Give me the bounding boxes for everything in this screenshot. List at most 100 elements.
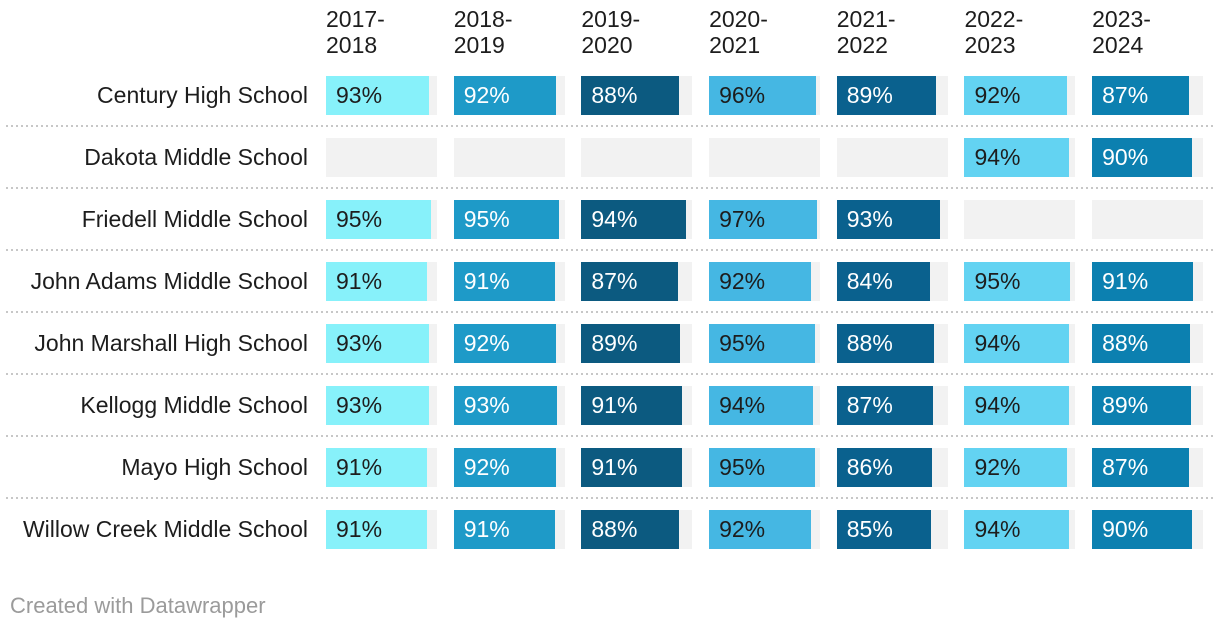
value-cell: 96% — [709, 75, 821, 115]
value-label: 92% — [719, 515, 766, 542]
value-bar: 91% — [326, 509, 427, 549]
value-cell: 91% — [581, 447, 693, 487]
value-label: 91% — [336, 267, 383, 294]
value-bar: 84% — [836, 261, 930, 301]
value-label: 94% — [974, 391, 1021, 418]
value-bar: 93% — [326, 75, 430, 115]
value-bar: 85% — [836, 509, 932, 549]
value-label: 89% — [1102, 391, 1149, 418]
value-bar: 92% — [964, 447, 1067, 487]
value-bar: 91% — [453, 261, 555, 301]
value-label: 95% — [719, 453, 766, 480]
value-cell-wrapper — [453, 137, 582, 177]
value-bar: 91% — [581, 385, 683, 425]
column-header: 2022- 2023 — [964, 6, 1024, 58]
value-bar: 94% — [964, 323, 1069, 363]
value-cell-wrapper: 91% — [326, 261, 454, 301]
table-row: Century High School 93% 92% 88% 96% 89% 92% 87% — [0, 64, 1220, 126]
value-cell: 97% — [709, 199, 821, 239]
value-label: 94% — [974, 143, 1021, 170]
empty-value-cell — [581, 137, 693, 177]
value-bar: 92% — [453, 75, 556, 115]
value-cell-wrapper — [1092, 199, 1220, 239]
value-cell: 87% — [836, 385, 948, 425]
value-cell: 92% — [964, 75, 1076, 115]
row-label-school: John Adams Middle School — [30, 267, 308, 294]
value-cell: 95% — [453, 199, 565, 239]
value-label: 94% — [719, 391, 766, 418]
value-cell: 94% — [964, 509, 1076, 549]
value-label: 91% — [463, 267, 510, 294]
value-cell-wrapper: 91% — [581, 447, 709, 487]
value-bar: 95% — [709, 447, 815, 487]
value-label: 96% — [719, 81, 766, 108]
header-row: 2017- 2018 2018- 2019 2019- 2020 2020- 2021 2021… — [0, 0, 1220, 64]
value-cell-wrapper: 93% — [453, 385, 582, 425]
value-cell-wrapper: 92% — [453, 75, 582, 115]
value-label: 86% — [846, 453, 893, 480]
value-cell-wrapper: 85% — [836, 509, 965, 549]
value-cell-wrapper: 92% — [709, 261, 837, 301]
value-cell: 95% — [964, 261, 1076, 301]
value-bar: 88% — [836, 323, 935, 363]
column-header: 2019- 2020 — [581, 6, 641, 58]
value-cell-wrapper: 94% — [964, 137, 1092, 177]
value-label: 95% — [974, 267, 1021, 294]
value-cell-wrapper: 91% — [1092, 261, 1220, 301]
value-cell: 91% — [1092, 261, 1204, 301]
value-cell-wrapper: 94% — [964, 323, 1092, 363]
value-bar: 93% — [453, 385, 557, 425]
value-cell: 91% — [326, 261, 437, 301]
empty-value-cell — [964, 199, 1076, 239]
value-label: 93% — [336, 329, 383, 356]
value-label: 90% — [1102, 515, 1149, 542]
value-cell-wrapper: 90% — [1092, 509, 1220, 549]
value-cell: 92% — [453, 323, 565, 363]
value-bar: 91% — [326, 261, 427, 301]
value-label: 90% — [1102, 143, 1149, 170]
value-bar: 92% — [453, 447, 556, 487]
table-row: Mayo High School 91% 92% 91% 95% 86% 92% 87% — [0, 435, 1220, 498]
value-label: 92% — [974, 453, 1021, 480]
value-cell-wrapper: 88% — [581, 75, 709, 115]
value-cell-wrapper — [709, 137, 837, 177]
table-row: John Adams Middle School 91% 91% 87% 92% 84% 9… — [0, 249, 1220, 312]
value-cell: 93% — [326, 323, 437, 363]
table-row: Kellogg Middle School 93% 93% 91% 94% 87% 94% 8… — [0, 373, 1220, 436]
value-cell-wrapper: 94% — [709, 385, 837, 425]
value-bar: 94% — [964, 385, 1069, 425]
row-label-school: Dakota Middle School — [84, 143, 308, 170]
value-label: 87% — [846, 391, 893, 418]
value-bar: 91% — [581, 447, 683, 487]
value-bar: 92% — [709, 509, 812, 549]
value-label: 88% — [1102, 329, 1149, 356]
value-cell-wrapper: 96% — [709, 75, 837, 115]
value-cell-wrapper: 89% — [1092, 385, 1220, 425]
row-label-school: John Marshall High School — [34, 329, 308, 356]
empty-value-cell — [326, 137, 437, 177]
value-cell: 91% — [453, 261, 565, 301]
value-bar: 88% — [1092, 323, 1190, 363]
value-label: 93% — [846, 205, 893, 232]
value-bar: 91% — [1092, 261, 1194, 301]
value-cell: 92% — [709, 261, 821, 301]
value-label: 94% — [591, 205, 638, 232]
value-label: 89% — [591, 329, 638, 356]
value-label: 87% — [1102, 453, 1149, 480]
column-header: 2018- 2019 — [453, 6, 513, 58]
value-label: 93% — [336, 391, 383, 418]
value-cell: 95% — [326, 199, 437, 239]
value-cell: 93% — [453, 385, 565, 425]
value-bar: 95% — [709, 323, 815, 363]
value-cell: 92% — [453, 447, 565, 487]
value-cell-wrapper: 91% — [326, 509, 454, 549]
value-cell-wrapper: 88% — [581, 509, 709, 549]
value-bar: 95% — [453, 199, 560, 239]
value-cell: 94% — [581, 199, 693, 239]
value-bar: 87% — [836, 385, 934, 425]
table-body: Century High School 93% 92% 88% 96% 89% 92% 87%… — [0, 64, 1220, 560]
value-cell-wrapper: 87% — [1092, 447, 1220, 487]
value-cell: 93% — [326, 75, 437, 115]
datawrapper-attribution-link[interactable]: Created with Datawrapper — [10, 593, 266, 618]
value-bar: 93% — [326, 323, 430, 363]
